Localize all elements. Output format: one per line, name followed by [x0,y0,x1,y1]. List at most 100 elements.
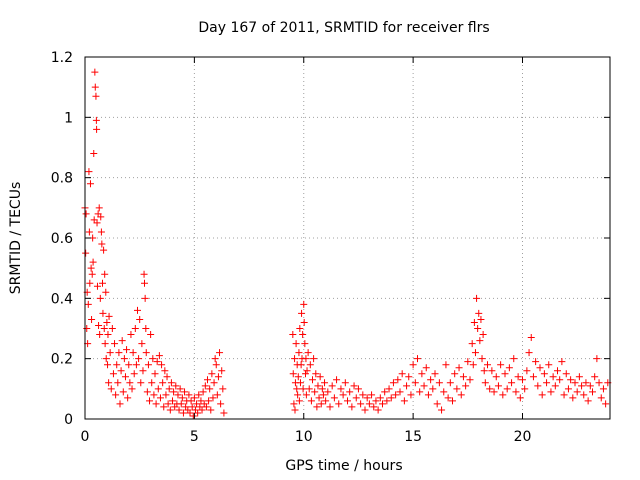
data-point [134,306,141,314]
data-point [433,400,441,408]
data-point [106,349,114,357]
data-point [337,385,345,393]
data-point [218,367,226,375]
data-point [339,391,347,399]
data-point [580,391,588,399]
data-point [361,406,369,414]
data-point [103,318,111,326]
data-point [124,394,132,402]
data-point [117,367,125,375]
data-point [161,367,169,375]
data-point [95,321,103,329]
data-point [162,391,170,399]
data-point [100,325,108,332]
x-axis-label: GPS time / hours [285,458,402,474]
data-point [104,331,112,339]
data-point [299,385,307,393]
data-point [209,394,217,402]
data-point [314,382,322,390]
data-point [100,246,108,254]
data-point [376,394,384,402]
data-point [167,379,175,387]
data-point [527,334,535,342]
data-point [416,388,424,396]
y-tick-label: 0.8 [51,171,73,187]
data-point [97,228,105,236]
data-point [442,361,450,369]
data-point [303,367,311,375]
data-point [113,361,121,369]
data-point [564,385,572,393]
data-point [350,382,358,390]
data-point [494,382,502,390]
data-point [86,279,94,287]
data-point [459,373,467,381]
data-point [292,340,300,348]
data-point [554,367,561,375]
data-point [599,385,607,393]
data-point [431,370,439,378]
data-point [141,294,149,302]
data-point [120,355,128,363]
data-point [210,379,218,387]
data-point [490,388,498,396]
data-point [82,210,90,218]
data-point [111,340,119,348]
data-point [119,388,127,396]
data-point [293,385,301,393]
data-point [202,403,210,411]
x-tick-label: 15 [404,429,422,445]
data-point [290,400,298,408]
data-point [115,349,123,357]
data-point [545,361,553,369]
data-point [142,349,150,357]
data-point [102,288,110,296]
data-point [302,355,310,363]
data-point [305,385,313,393]
data-point [348,403,356,411]
data-point [398,370,406,378]
data-point [212,361,220,369]
data-point [150,391,158,399]
data-point [484,361,491,369]
data-point [127,331,135,339]
data-point [104,361,112,369]
data-point [418,370,426,378]
data-point [470,318,478,326]
data-point [440,388,448,396]
data-point [101,270,109,278]
data-point [302,370,309,378]
data-point [159,379,167,387]
data-point [93,282,101,290]
data-point [476,337,484,345]
data-point [381,388,389,396]
y-tick-labels: 0 0.2 0.4 0.6 0.8 1 1.2 [51,50,73,428]
data-point [187,397,195,405]
data-point [455,364,463,372]
data-point [148,379,156,387]
data-point [177,400,185,408]
data-point [297,361,305,369]
data-point [389,379,397,387]
data-point [499,391,507,399]
data-point [414,355,421,363]
data-point [179,409,187,417]
data-point [289,331,297,339]
data-point [368,391,376,399]
data-point [420,382,428,390]
data-point [357,400,365,408]
y-axis-label: SRMTID / TECUs [8,182,24,295]
data-point [217,400,225,408]
data-point [169,397,176,405]
data-point [595,379,603,387]
data-point [294,391,302,399]
data-point [186,409,194,417]
y-tick-label: 0.6 [51,231,73,247]
data-point [326,403,334,411]
data-point [207,406,215,414]
data-point [481,379,489,387]
data-point [206,385,214,393]
data-point [291,406,299,414]
data-point [328,382,336,390]
